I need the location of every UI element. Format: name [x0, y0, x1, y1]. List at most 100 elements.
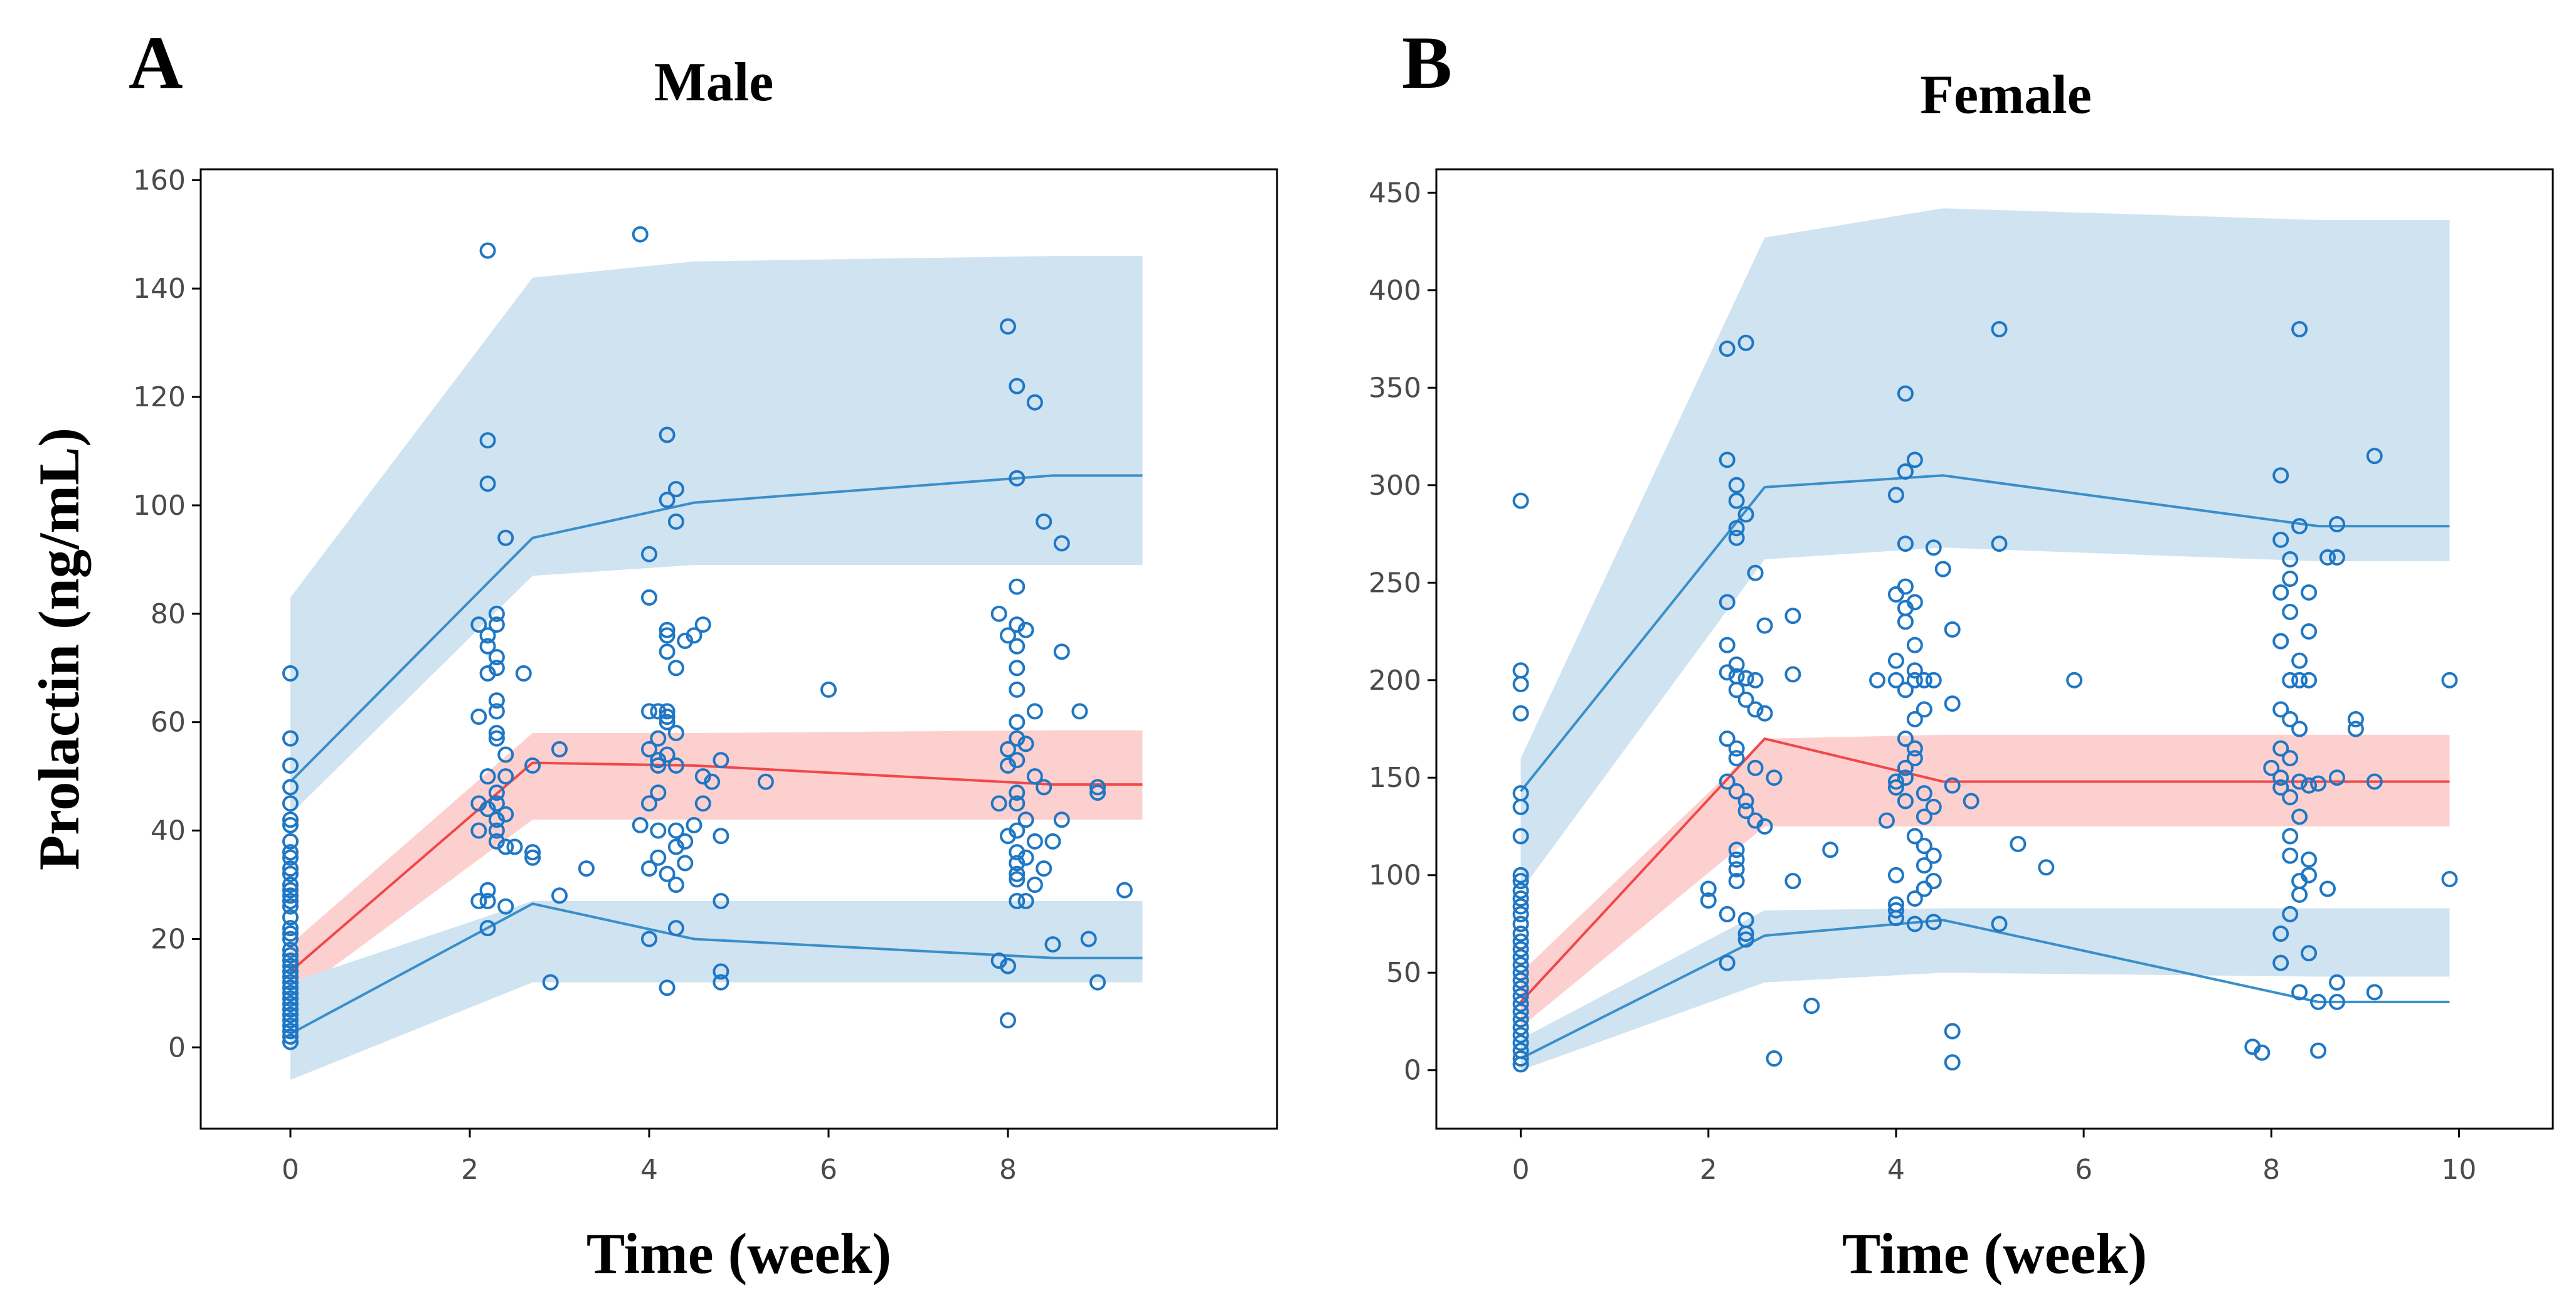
observed-point [282, 1017, 299, 1034]
observed-point [1887, 487, 1904, 504]
observed-point [282, 849, 299, 866]
observed-point [650, 752, 667, 769]
observed-point [282, 974, 299, 991]
observed-point [1053, 811, 1070, 828]
observed-point [2272, 584, 2289, 601]
observed-point [1925, 798, 1942, 815]
observed-point [1080, 931, 1097, 947]
observed-point [1512, 1035, 1529, 1052]
observed-point [1869, 672, 1886, 688]
observed-point [650, 730, 667, 747]
observed-point [1512, 1056, 1529, 1073]
bands [290, 256, 1143, 1080]
observed-point [641, 795, 657, 812]
observed-point [2328, 515, 2345, 532]
observed-point [1906, 740, 1923, 757]
observed-point [667, 877, 684, 894]
y-tick-label: 50 [1386, 957, 1421, 989]
observed-point [713, 974, 729, 991]
observed-point [497, 746, 514, 763]
observed-point [515, 665, 532, 682]
observed-point [1512, 1019, 1529, 1036]
observed-point [282, 979, 299, 996]
observed-point [282, 947, 299, 964]
observed-point [1512, 980, 1529, 997]
observed-point [1026, 877, 1043, 894]
observed-point [1000, 627, 1016, 644]
observed-point [470, 822, 487, 839]
observed-point [1728, 656, 1745, 673]
observed-point [2282, 750, 2299, 767]
y-tick-label: 250 [1369, 567, 1421, 599]
observed-points [282, 226, 1133, 1050]
observed-point [990, 795, 1007, 812]
observed-point [1906, 915, 1923, 932]
observed-point [1512, 1011, 1529, 1028]
observed-point [488, 648, 505, 665]
observed-point [659, 492, 676, 509]
observed-point [1026, 833, 1043, 850]
observed-point [686, 816, 702, 833]
observed-point [282, 1023, 299, 1040]
observed-point [1017, 621, 1034, 638]
observed-point [282, 795, 299, 812]
observed-point [488, 660, 505, 677]
observed-point [1512, 956, 1529, 973]
observed-point [2291, 886, 2308, 903]
observed-point [641, 589, 657, 606]
observed-point [1803, 998, 1820, 1015]
observed-point [713, 892, 729, 909]
observed-point [1878, 812, 1895, 829]
observed-point [2282, 551, 2299, 567]
observed-point [282, 968, 299, 985]
observed-point [1512, 898, 1529, 915]
observed-point [1512, 905, 1529, 922]
observed-point [1512, 890, 1529, 907]
observed-point [659, 621, 676, 638]
observed-point [2282, 789, 2299, 806]
y-tick-label: 20 [151, 923, 186, 955]
observed-point [1000, 757, 1016, 774]
y-tick-label: 40 [151, 815, 186, 847]
observed-point [1991, 535, 2008, 552]
observed-point [282, 811, 299, 828]
observed-point [488, 811, 505, 828]
observed-point [2272, 531, 2289, 548]
observed-point [2366, 773, 2383, 790]
observed-point [2282, 672, 2299, 688]
y-tick-label: 60 [151, 707, 186, 739]
observed-point [1916, 808, 1932, 825]
observed-point [2263, 759, 2280, 776]
observed-point [659, 643, 676, 660]
observed-point [1089, 974, 1106, 991]
observed-point [659, 979, 676, 996]
observed-point [282, 757, 299, 774]
observed-point [659, 865, 676, 882]
observed-point [1512, 988, 1529, 1005]
observed-point [1766, 1050, 1783, 1067]
observed-point [1916, 672, 1932, 688]
observed-point [1009, 681, 1026, 698]
observed-point [2301, 584, 2318, 601]
observed-point [1000, 1012, 1016, 1029]
observed-point [2347, 720, 2364, 737]
observed-point [2291, 808, 2308, 825]
observed-point [282, 1006, 299, 1023]
observed-point [1944, 1054, 1961, 1071]
observed-point [2272, 633, 2289, 650]
observed-point [479, 242, 496, 259]
observed-point [1737, 926, 1754, 942]
observed-point [282, 898, 299, 915]
observed-point [1700, 880, 1717, 897]
observed-point [1512, 1050, 1529, 1067]
observed-point [1026, 394, 1043, 411]
y-axis-label: Prolactin (ng/mL) [27, 428, 91, 870]
observed-point [497, 768, 514, 785]
observed-point [551, 741, 568, 757]
lower-percentile-ci-band [1520, 908, 2450, 1070]
observed-point [470, 709, 487, 725]
observed-point [1747, 701, 1764, 718]
observed-point [282, 877, 299, 894]
observed-point [1784, 666, 1801, 683]
observed-points [1512, 321, 2458, 1073]
